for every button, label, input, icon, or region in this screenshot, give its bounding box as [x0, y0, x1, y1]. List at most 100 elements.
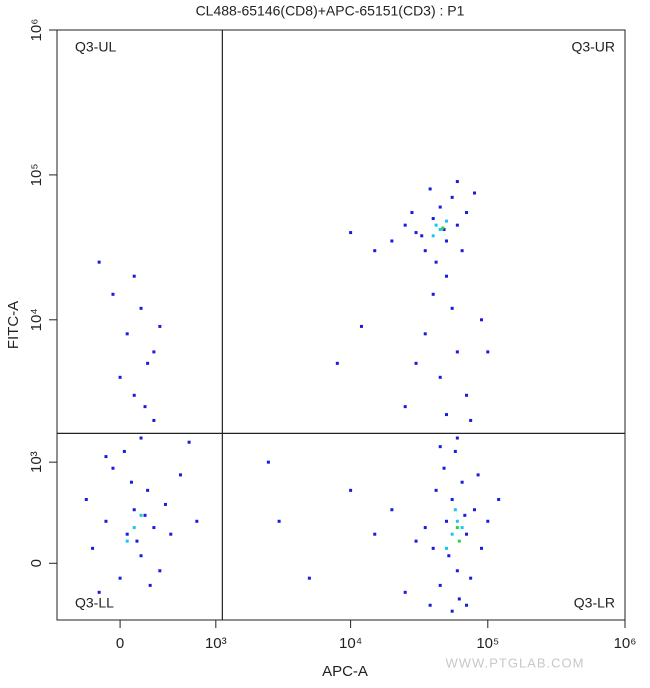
event-dot [455, 519, 459, 523]
event-dot [390, 239, 394, 243]
event-dot [152, 526, 156, 530]
event-dot [444, 219, 448, 223]
watermark: WWW.PTGLAB.COM [446, 655, 585, 670]
event-dot [438, 375, 442, 379]
event-dot [480, 546, 484, 550]
event-dot [118, 576, 122, 580]
event-dot [438, 228, 442, 232]
event-dot [450, 195, 454, 199]
event-dot [444, 413, 448, 417]
event-dot [434, 488, 438, 492]
event-dot [444, 546, 448, 550]
event-dot [125, 539, 129, 543]
event-dot [444, 274, 448, 278]
event-dot [410, 211, 414, 215]
event-dot [444, 519, 448, 523]
event-dot [132, 508, 136, 512]
x-tick-label: 10⁵ [476, 635, 499, 652]
event-dot [414, 231, 418, 235]
event-dot [104, 519, 108, 523]
event-dot [457, 539, 461, 543]
y-tick-label: 10³ [28, 451, 45, 473]
event-dot [163, 502, 167, 506]
event-dot [450, 532, 454, 536]
y-axis-label: FITC-A [5, 301, 22, 349]
event-dot [111, 466, 115, 470]
event-dot [469, 418, 473, 422]
event-dot [442, 466, 446, 470]
event-dot [152, 350, 156, 354]
event-dot [118, 375, 122, 379]
event-dot [143, 405, 147, 409]
event-dot [139, 513, 143, 517]
event-dot [450, 306, 454, 310]
event-dot [403, 405, 407, 409]
event-dot [457, 597, 461, 601]
event-dot [349, 231, 353, 235]
event-dot [158, 569, 162, 573]
event-dot [97, 260, 101, 264]
event-dot [84, 497, 88, 501]
event-dot [431, 217, 435, 221]
event-dot [178, 473, 182, 477]
event-dot [277, 519, 281, 523]
event-dot [428, 187, 432, 191]
event-dot [472, 191, 476, 195]
event-dot [349, 488, 353, 492]
event-dot [97, 590, 101, 594]
event-dot [455, 436, 459, 440]
event-dot [431, 546, 435, 550]
event-dot [428, 603, 432, 607]
event-dot [169, 532, 173, 536]
event-dot [373, 532, 377, 536]
event-dot [359, 324, 363, 328]
event-dot [472, 508, 476, 512]
quadrant-label: Q3-LL [75, 595, 114, 611]
event-dot [455, 180, 459, 184]
event-dot [390, 508, 394, 512]
event-dot [148, 583, 152, 587]
event-dot [414, 539, 418, 543]
event-dot [460, 249, 464, 253]
event-dot [307, 576, 311, 580]
event-dot [431, 234, 435, 238]
event-dot [476, 473, 480, 477]
event-dot [465, 532, 469, 536]
event-dot [465, 393, 469, 397]
event-dot [158, 324, 162, 328]
event-dot [152, 418, 156, 422]
event-dot [187, 440, 191, 444]
x-tick-label: 10⁴ [339, 635, 362, 652]
event-dot [455, 350, 459, 354]
event-dot [497, 497, 501, 501]
event-dot [125, 532, 129, 536]
event-dot [460, 526, 464, 530]
quadrant-label: Q3-UL [75, 39, 116, 55]
y-tick-label: 0 [28, 559, 45, 567]
event-dot [146, 488, 150, 492]
event-dot [132, 526, 136, 530]
event-dot [434, 223, 438, 227]
event-dot [423, 249, 427, 253]
y-tick-label: 10⁴ [28, 308, 45, 331]
event-dot [91, 546, 95, 550]
event-dot [455, 569, 459, 573]
event-dot [455, 526, 459, 530]
event-dot [146, 361, 150, 365]
event-dot [132, 274, 136, 278]
x-tick-label: 10⁶ [614, 635, 637, 652]
event-dot [423, 332, 427, 336]
event-dot [143, 513, 147, 517]
y-tick-label: 10⁵ [28, 163, 45, 186]
event-dot [447, 554, 451, 558]
event-dot [460, 480, 464, 484]
event-dot [111, 292, 115, 296]
event-dot [195, 519, 199, 523]
plot-frame [56, 29, 626, 621]
event-dot [441, 226, 445, 230]
event-dot [438, 445, 442, 449]
event-dot [132, 393, 136, 397]
event-dot [453, 449, 457, 453]
event-dot [438, 583, 442, 587]
event-dot [420, 234, 424, 238]
